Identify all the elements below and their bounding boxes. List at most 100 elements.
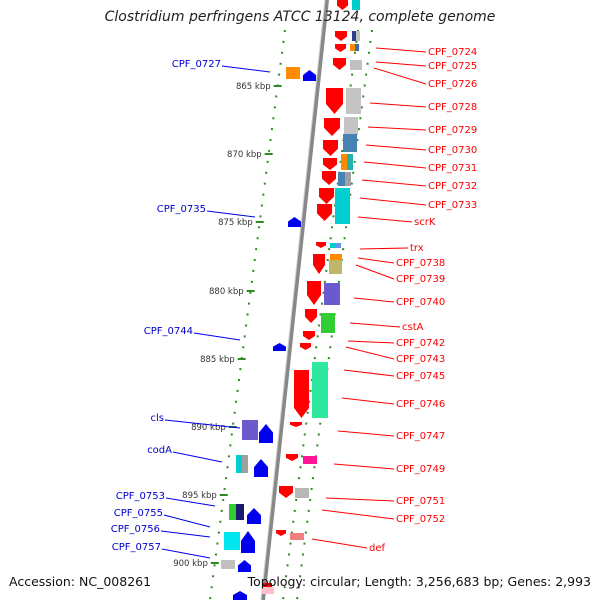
gene-leader-line xyxy=(345,346,395,360)
gene-label-CPF_0753: CPF_0753 xyxy=(116,491,165,502)
gene-leader-line xyxy=(349,322,401,328)
gene-label-def: def xyxy=(369,543,386,554)
gene-label-CPF_0732: CPF_0732 xyxy=(428,181,477,192)
cog-category-box xyxy=(352,0,360,10)
forward-gene-arrow xyxy=(238,560,251,572)
gene-leader-line xyxy=(343,369,395,377)
gene-leader-line xyxy=(337,430,395,437)
forward-gene-arrow xyxy=(273,343,286,351)
gene-leader-line xyxy=(359,197,427,206)
gene-leader-line xyxy=(365,144,427,151)
cog-category-box xyxy=(236,455,242,473)
gene-label-CPF_0727: CPF_0727 xyxy=(172,59,221,70)
accession-text: Accession: NC_008261 xyxy=(9,574,152,589)
gene-label-CPF_0747: CPF_0747 xyxy=(396,431,445,442)
ruler-tick-label: 885 kbp xyxy=(200,355,235,365)
cog-category-box xyxy=(347,154,353,170)
gene-leader-line xyxy=(357,257,395,264)
reverse-gene-arrow xyxy=(335,31,347,41)
gene-label-CPF_0752: CPF_0752 xyxy=(396,514,445,525)
cog-category-box xyxy=(221,560,235,569)
cog-category-box xyxy=(338,172,345,186)
forward-gene-arrow xyxy=(254,459,268,477)
gene-label-CPF_0725: CPF_0725 xyxy=(428,61,477,72)
gene-label-CPF_0726: CPF_0726 xyxy=(428,79,477,90)
gene-label-CPF_0746: CPF_0746 xyxy=(396,399,445,410)
cog-category-box xyxy=(295,488,309,498)
ruler-dots-outer-left xyxy=(209,29,286,601)
cog-category-box xyxy=(312,362,328,418)
reverse-gene-arrow xyxy=(307,281,321,305)
gene-leader-line xyxy=(163,514,211,528)
gene-leader-line xyxy=(367,126,427,131)
gene-leader-line xyxy=(333,463,395,470)
gene-leader-line xyxy=(172,451,223,463)
ruler-tick-label: 865 kbp xyxy=(236,82,271,92)
gene-leader-line xyxy=(361,179,427,187)
gene-label-CPF_0728: CPF_0728 xyxy=(428,102,477,113)
gene-label-CPF_0730: CPF_0730 xyxy=(428,145,477,156)
gene-leader-line xyxy=(355,264,395,280)
cog-category-box xyxy=(350,60,362,70)
gene-leader-line xyxy=(369,102,427,108)
gene-label-CPF_0755: CPF_0755 xyxy=(114,508,163,519)
ruler-tick-label: 895 kbp xyxy=(182,491,217,501)
cog-category-box xyxy=(303,456,317,464)
cog-category-box xyxy=(350,44,355,51)
reverse-gene-arrow xyxy=(317,204,332,221)
genome-backbone xyxy=(261,0,329,601)
gene-label-cls: cls xyxy=(151,413,165,424)
gene-label-CPF_0751: CPF_0751 xyxy=(396,496,445,507)
gene-label-CPF_0742: CPF_0742 xyxy=(396,338,445,349)
reverse-gene-arrow xyxy=(305,309,317,323)
ruler-dots-inner-right xyxy=(282,29,359,601)
ruler-tick-label: 900 kbp xyxy=(173,559,208,569)
reverse-gene-arrow xyxy=(323,158,337,170)
cog-category-box xyxy=(321,313,335,333)
cog-category-box xyxy=(262,587,274,594)
cog-category-box xyxy=(324,283,340,305)
gene-leader-line xyxy=(165,497,216,507)
forward-gene-arrow xyxy=(233,591,247,600)
gene-leader-line xyxy=(373,67,427,85)
forward-gene-arrow xyxy=(241,531,255,553)
gene-label-CPF_0756: CPF_0756 xyxy=(111,524,160,535)
forward-gene-arrow xyxy=(259,424,273,443)
gene-label-CPF_0743: CPF_0743 xyxy=(396,354,445,365)
forward-gene-arrow xyxy=(303,70,316,81)
cog-category-box xyxy=(329,260,342,274)
cog-category-box xyxy=(330,243,336,248)
cog-category-box xyxy=(352,31,356,41)
reverse-gene-arrow xyxy=(322,171,336,185)
reverse-gene-arrow xyxy=(326,88,343,114)
gene-label-CPF_0744: CPF_0744 xyxy=(144,326,193,337)
reverse-gene-arrow xyxy=(276,530,286,536)
genome-backbone-highlight xyxy=(260,0,326,601)
reverse-gene-arrow xyxy=(279,486,293,498)
gene-leader-line xyxy=(221,65,271,73)
reverse-gene-arrow xyxy=(286,454,298,461)
cog-category-box xyxy=(242,420,258,440)
ruler-tick-label: 880 kbp xyxy=(209,287,244,297)
gene-leader-line xyxy=(160,530,211,538)
cog-category-box xyxy=(330,254,342,260)
gene-label-CPF_0745: CPF_0745 xyxy=(396,371,445,382)
gene-label-CPF_0724: CPF_0724 xyxy=(428,47,477,58)
cog-category-box xyxy=(224,532,240,550)
cog-category-box xyxy=(344,117,358,135)
gene-leader-line xyxy=(325,497,395,502)
gene-leader-line xyxy=(206,210,256,218)
reverse-gene-arrow xyxy=(324,118,340,136)
gene-label-CPF_0749: CPF_0749 xyxy=(396,464,445,475)
ruler-tick-label: 890 kbp xyxy=(191,423,226,433)
gene-leader-line xyxy=(353,297,395,303)
gene-label-CPF_0738: CPF_0738 xyxy=(396,258,445,269)
cog-category-box xyxy=(345,172,351,186)
gene-leader-line xyxy=(375,61,427,67)
gene-leader-line xyxy=(359,247,409,250)
cog-category-box xyxy=(346,88,361,114)
gene-leader-line xyxy=(341,397,395,405)
reverse-gene-arrow xyxy=(300,343,311,350)
reverse-gene-arrow xyxy=(319,188,334,204)
